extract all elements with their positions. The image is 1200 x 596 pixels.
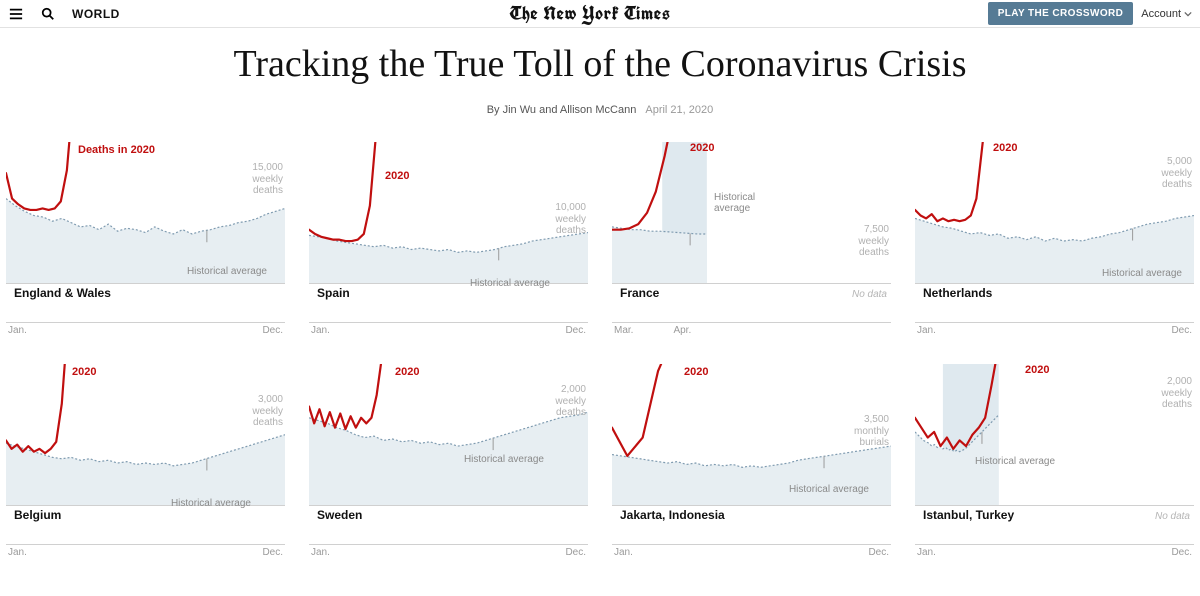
x-start-label: Jan. — [311, 545, 330, 558]
chart-panel: 2020 3,500monthlyburials Historical averag… — [612, 364, 891, 558]
deaths-2020-label: 2020 — [690, 142, 714, 154]
page-title: Tracking the True Toll of the Coronaviru… — [0, 42, 1200, 86]
country-name: Sweden — [317, 508, 362, 522]
chevron-down-icon — [1184, 11, 1192, 17]
deaths-2020-label: 2020 — [395, 366, 419, 378]
x-start-label: Jan. — [311, 323, 330, 336]
country-name: France — [620, 286, 659, 300]
country-name: Istanbul, Turkey — [923, 508, 1014, 522]
x-end-label: Dec. — [1171, 323, 1192, 336]
byline: By Jin Wu and Allison McCann April 21, 2… — [0, 104, 1200, 116]
chart-grid: Deaths in 2020 15,000weeklydeaths Historic… — [0, 116, 1200, 558]
chart-canvas: 2020 7,500weeklydeaths Historicalaverage Fr… — [612, 142, 891, 320]
x-start-label: Jan. — [917, 545, 936, 558]
y-axis-label: 3,500monthlyburials — [854, 414, 889, 449]
account-menu[interactable]: Account — [1141, 8, 1192, 20]
no-data-label: No data — [852, 289, 887, 300]
chart-panel: 2020 7,500weeklydeaths Historicalaverage Fr… — [612, 142, 891, 336]
y-axis-label: 15,000weeklydeaths — [252, 162, 283, 197]
chart-canvas: 2020 5,000weeklydeaths Historical average N… — [915, 142, 1194, 320]
chart-canvas: 2020 10,000weeklydeaths Historical average… — [309, 142, 588, 320]
historical-avg-label: Historical average — [789, 484, 869, 495]
historical-avg-label: Historical average — [470, 278, 550, 289]
byline-date: April 21, 2020 — [645, 104, 713, 116]
country-name: Spain — [317, 286, 350, 300]
search-icon[interactable] — [40, 6, 56, 22]
masthead[interactable]: The New York Times — [208, 1, 972, 26]
hamburger-icon[interactable] — [8, 6, 24, 22]
y-axis-label: 3,000weeklydeaths — [252, 394, 283, 429]
x-end-label: Dec. — [1171, 545, 1192, 558]
no-data-label: No data — [1155, 511, 1190, 522]
x-start-label: Mar. — [614, 323, 633, 336]
x-axis: Jan. Dec. — [915, 544, 1194, 558]
chart-panel: 2020 3,000weeklydeaths Historical average B… — [6, 364, 285, 558]
site-header: WORLD The New York Times PLAY THE CROSSW… — [0, 0, 1200, 28]
country-name: England & Wales — [14, 286, 111, 300]
x-end-label: Dec. — [565, 545, 586, 558]
x-axis: Jan. Dec. — [6, 322, 285, 336]
x-start-label: Jan. — [917, 323, 936, 336]
section-tag[interactable]: WORLD — [72, 7, 120, 21]
historical-avg-label: Historical average — [1102, 268, 1182, 279]
x-end-label: Dec. — [262, 545, 283, 558]
x-end-label: Dec. — [262, 323, 283, 336]
y-axis-label: 2,000weeklydeaths — [555, 384, 586, 419]
byline-authors: By Jin Wu and Allison McCann — [487, 104, 637, 116]
historical-avg-label: Historicalaverage — [714, 192, 755, 214]
chart-canvas: Deaths in 2020 15,000weeklydeaths Historic… — [6, 142, 285, 320]
historical-avg-label: Historical average — [171, 498, 251, 509]
x-axis: Jan. Dec. — [309, 322, 588, 336]
x-axis: Jan. Dec. — [612, 544, 891, 558]
x-start-label: Jan. — [8, 545, 27, 558]
y-axis-label: 5,000weeklydeaths — [1161, 156, 1192, 191]
crossword-cta-button[interactable]: PLAY THE CROSSWORD — [988, 2, 1134, 25]
chart-panel: 2020 2,000weeklydeaths Historical average S… — [309, 364, 588, 558]
chart-canvas: 2020 3,000weeklydeaths Historical average B… — [6, 364, 285, 542]
chart-panel: 2020 2,000weeklydeaths Historical average I… — [915, 364, 1194, 558]
historical-avg-label: Historical average — [187, 266, 267, 277]
chart-panel: 2020 5,000weeklydeaths Historical average N… — [915, 142, 1194, 336]
deaths-2020-label: 2020 — [993, 142, 1017, 154]
y-axis-label: 10,000weeklydeaths — [555, 202, 586, 237]
chart-panel: 2020 10,000weeklydeaths Historical average… — [309, 142, 588, 336]
x-axis: Jan. Dec. — [309, 544, 588, 558]
chart-canvas: 2020 3,500monthlyburials Historical averag… — [612, 364, 891, 542]
x-end-label: Dec. — [868, 545, 889, 558]
x-axis: Jan. Dec. — [6, 544, 285, 558]
chart-canvas: 2020 2,000weeklydeaths Historical average I… — [915, 364, 1194, 542]
deaths-2020-label: Deaths in 2020 — [78, 144, 155, 156]
deaths-2020-label: 2020 — [1025, 364, 1049, 376]
x-end-label: Dec. — [565, 323, 586, 336]
chart-panel: Deaths in 2020 15,000weeklydeaths Historic… — [6, 142, 285, 336]
account-label: Account — [1141, 8, 1181, 20]
deaths-2020-label: 2020 — [72, 366, 96, 378]
y-axis-label: 2,000weeklydeaths — [1161, 376, 1192, 411]
country-name: Belgium — [14, 508, 61, 522]
historical-avg-label: Historical average — [464, 454, 544, 465]
header-right: PLAY THE CROSSWORD Account — [972, 2, 1192, 25]
x-start-label: Jan. — [8, 323, 27, 336]
country-name: Netherlands — [923, 286, 992, 300]
deaths-2020-label: 2020 — [385, 170, 409, 182]
x-start-label: Jan. — [614, 545, 633, 558]
country-name: Jakarta, Indonesia — [620, 508, 725, 522]
historical-avg-label: Historical average — [975, 456, 1055, 467]
x-axis: Jan. Dec. — [915, 322, 1194, 336]
header-left: WORLD — [8, 6, 208, 22]
x-axis: Mar. Apr. — [612, 322, 891, 336]
y-axis-label: 7,500weeklydeaths — [858, 224, 889, 259]
x-end-label: Apr. — [673, 323, 691, 336]
deaths-2020-label: 2020 — [684, 366, 708, 378]
chart-canvas: 2020 2,000weeklydeaths Historical average S… — [309, 364, 588, 542]
